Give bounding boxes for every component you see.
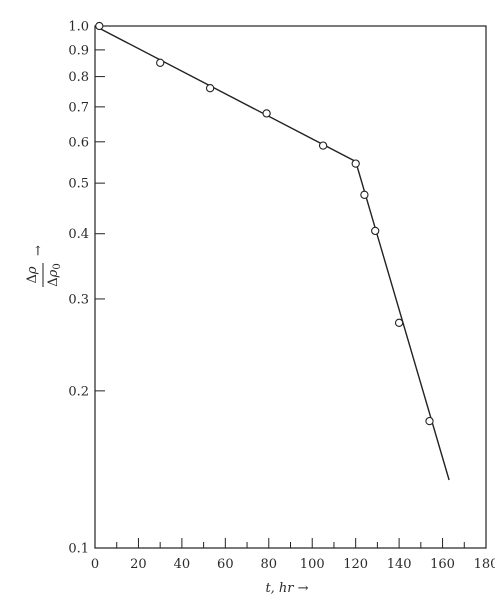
y-axis-title-arrow: → [31, 245, 46, 256]
y-tick-label: 0.9 [68, 43, 89, 58]
fit-line-group [94, 25, 450, 481]
x-tick-label: 140 [387, 557, 412, 572]
y-tick-label: 0.7 [68, 100, 89, 115]
y-tick-label: 1.0 [68, 20, 89, 35]
x-tick-label: 80 [261, 557, 278, 572]
data-point [156, 58, 165, 67]
x-tick-label: 20 [130, 557, 147, 572]
plot-frame-rect [94, 25, 487, 549]
x-tick-label: 100 [300, 557, 325, 572]
data-point [360, 190, 369, 199]
data-point [351, 159, 360, 168]
data-point [205, 84, 215, 93]
y-axis-title-den-rho: ρ [46, 269, 61, 278]
y-axis-title-den-subscript: 0 [52, 263, 63, 269]
data-point [318, 141, 328, 150]
y-axis-title-num-delta: Δ [25, 274, 40, 283]
data-point [262, 109, 271, 118]
x-tick-label: 180 [474, 557, 495, 572]
y-axis-title-numerator: Δρ [25, 266, 40, 283]
y-tick-label: 0.3 [68, 292, 89, 307]
x-tick-label: 0 [91, 557, 99, 572]
y-axis-title: Δρ Δρ0 → [25, 245, 63, 287]
data-point [95, 21, 104, 31]
y-tick-label: 0.8 [68, 70, 89, 85]
data-point [425, 416, 434, 426]
x-tick-label: 120 [343, 557, 368, 572]
data-point [371, 226, 380, 236]
plot-frame [94, 25, 487, 549]
data-point [394, 318, 404, 327]
x-axis-title: t, hr → [265, 581, 308, 596]
y-tick-label: 0.1 [68, 542, 89, 557]
data-points [95, 21, 434, 426]
y-axis-title-denominator: Δρ0 [46, 263, 63, 286]
y-axis-title-num-rho: ρ [25, 266, 40, 275]
y-tick-label: 0.4 [68, 227, 89, 242]
y-tick-label: 0.5 [68, 177, 89, 192]
x-tick-label: 40 [174, 557, 191, 572]
y-tick-label: 0.6 [68, 135, 89, 150]
x-axis-ticks: 0 20 40 60 80 100 120 140 160 180 [91, 538, 495, 572]
fit-line [94, 25, 450, 481]
x-tick-label: 160 [430, 557, 455, 572]
x-tick-label: 60 [217, 557, 234, 572]
y-tick-label: 0.2 [68, 384, 89, 399]
y-axis-ticks: 0.1 0.2 0.3 0.4 0.5 0.6 0.7 0.8 0.9 1.0 [68, 20, 105, 557]
y-axis-title-den-delta: Δ [46, 277, 61, 286]
